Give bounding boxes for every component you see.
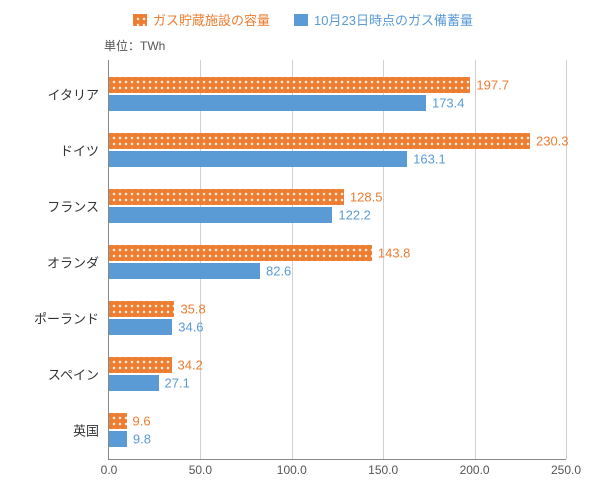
bar-value-label: 128.5 [350, 190, 383, 205]
legend-swatch-1 [294, 14, 308, 26]
bar: 143.8 [109, 245, 372, 261]
bar-value-label: 9.6 [133, 414, 151, 429]
category-group: フランス128.5122.2 [109, 178, 566, 234]
bar: 197.7 [109, 77, 470, 93]
category-group: オランダ143.882.6 [109, 234, 566, 290]
plot-area: 0.050.0100.0150.0200.0250.0イタリア197.7173.… [108, 60, 566, 460]
legend-item-1: 10月23日時点のガス備蓄量 [294, 10, 473, 29]
bar: 230.3 [109, 133, 530, 149]
bar: 163.1 [109, 151, 407, 167]
bar-value-label: 197.7 [476, 78, 509, 93]
legend: ガス貯蔵施設の容量 10月23日時点のガス備蓄量 [20, 10, 586, 29]
bar-value-label: 82.6 [266, 264, 291, 279]
category-group: イタリア197.7173.4 [109, 66, 566, 122]
bar: 27.1 [109, 375, 159, 391]
bar-value-label: 230.3 [536, 134, 569, 149]
legend-label-0: ガス貯蔵施設の容量 [153, 10, 270, 29]
category-group: ポーランド35.834.6 [109, 290, 566, 346]
x-tick-label: 50.0 [189, 463, 212, 477]
category-label: イタリア [48, 85, 99, 104]
category-group: ドイツ230.3163.1 [109, 122, 566, 178]
category-label: 英国 [73, 421, 99, 440]
bar-value-label: 163.1 [413, 152, 446, 167]
bar: 128.5 [109, 189, 344, 205]
bar: 9.6 [109, 413, 127, 429]
category-group: スペイン34.227.1 [109, 346, 566, 402]
bar: 9.8 [109, 431, 127, 447]
category-label: スペイン [48, 365, 99, 384]
x-tick-label: 100.0 [277, 463, 307, 477]
unit-label: 単位：TWh [104, 37, 586, 54]
bar: 173.4 [109, 95, 426, 111]
x-tick-label: 150.0 [368, 463, 398, 477]
category-label: フランス [47, 197, 99, 216]
category-label: オランダ [47, 253, 99, 272]
bar-value-label: 34.2 [178, 358, 203, 373]
legend-label-1: 10月23日時点のガス備蓄量 [314, 10, 473, 29]
legend-item-0: ガス貯蔵施設の容量 [133, 10, 270, 29]
bar-value-label: 173.4 [432, 96, 465, 111]
legend-swatch-0 [133, 14, 147, 26]
x-tick-label: 250.0 [551, 463, 581, 477]
bar-value-label: 35.8 [180, 302, 205, 317]
bar: 34.2 [109, 357, 172, 373]
bar-value-label: 122.2 [338, 208, 371, 223]
bar: 82.6 [109, 263, 260, 279]
bar-value-label: 143.8 [378, 246, 411, 261]
x-tick-label: 0.0 [101, 463, 118, 477]
category-label: ドイツ [60, 141, 99, 160]
category-group: 英国9.69.8 [109, 402, 566, 458]
bar-value-label: 9.8 [133, 432, 151, 447]
bar-value-label: 27.1 [165, 376, 190, 391]
category-label: ポーランド [34, 309, 99, 328]
bar: 34.6 [109, 319, 172, 335]
chart-container: ガス貯蔵施設の容量10月23日時点のガス備蓄量 単位：TWh 0.050.010… [0, 0, 606, 503]
bar-value-label: 34.6 [178, 320, 203, 335]
bar: 122.2 [109, 207, 332, 223]
bar: 35.8 [109, 301, 174, 317]
gridline [566, 60, 567, 459]
x-tick-label: 200.0 [460, 463, 490, 477]
